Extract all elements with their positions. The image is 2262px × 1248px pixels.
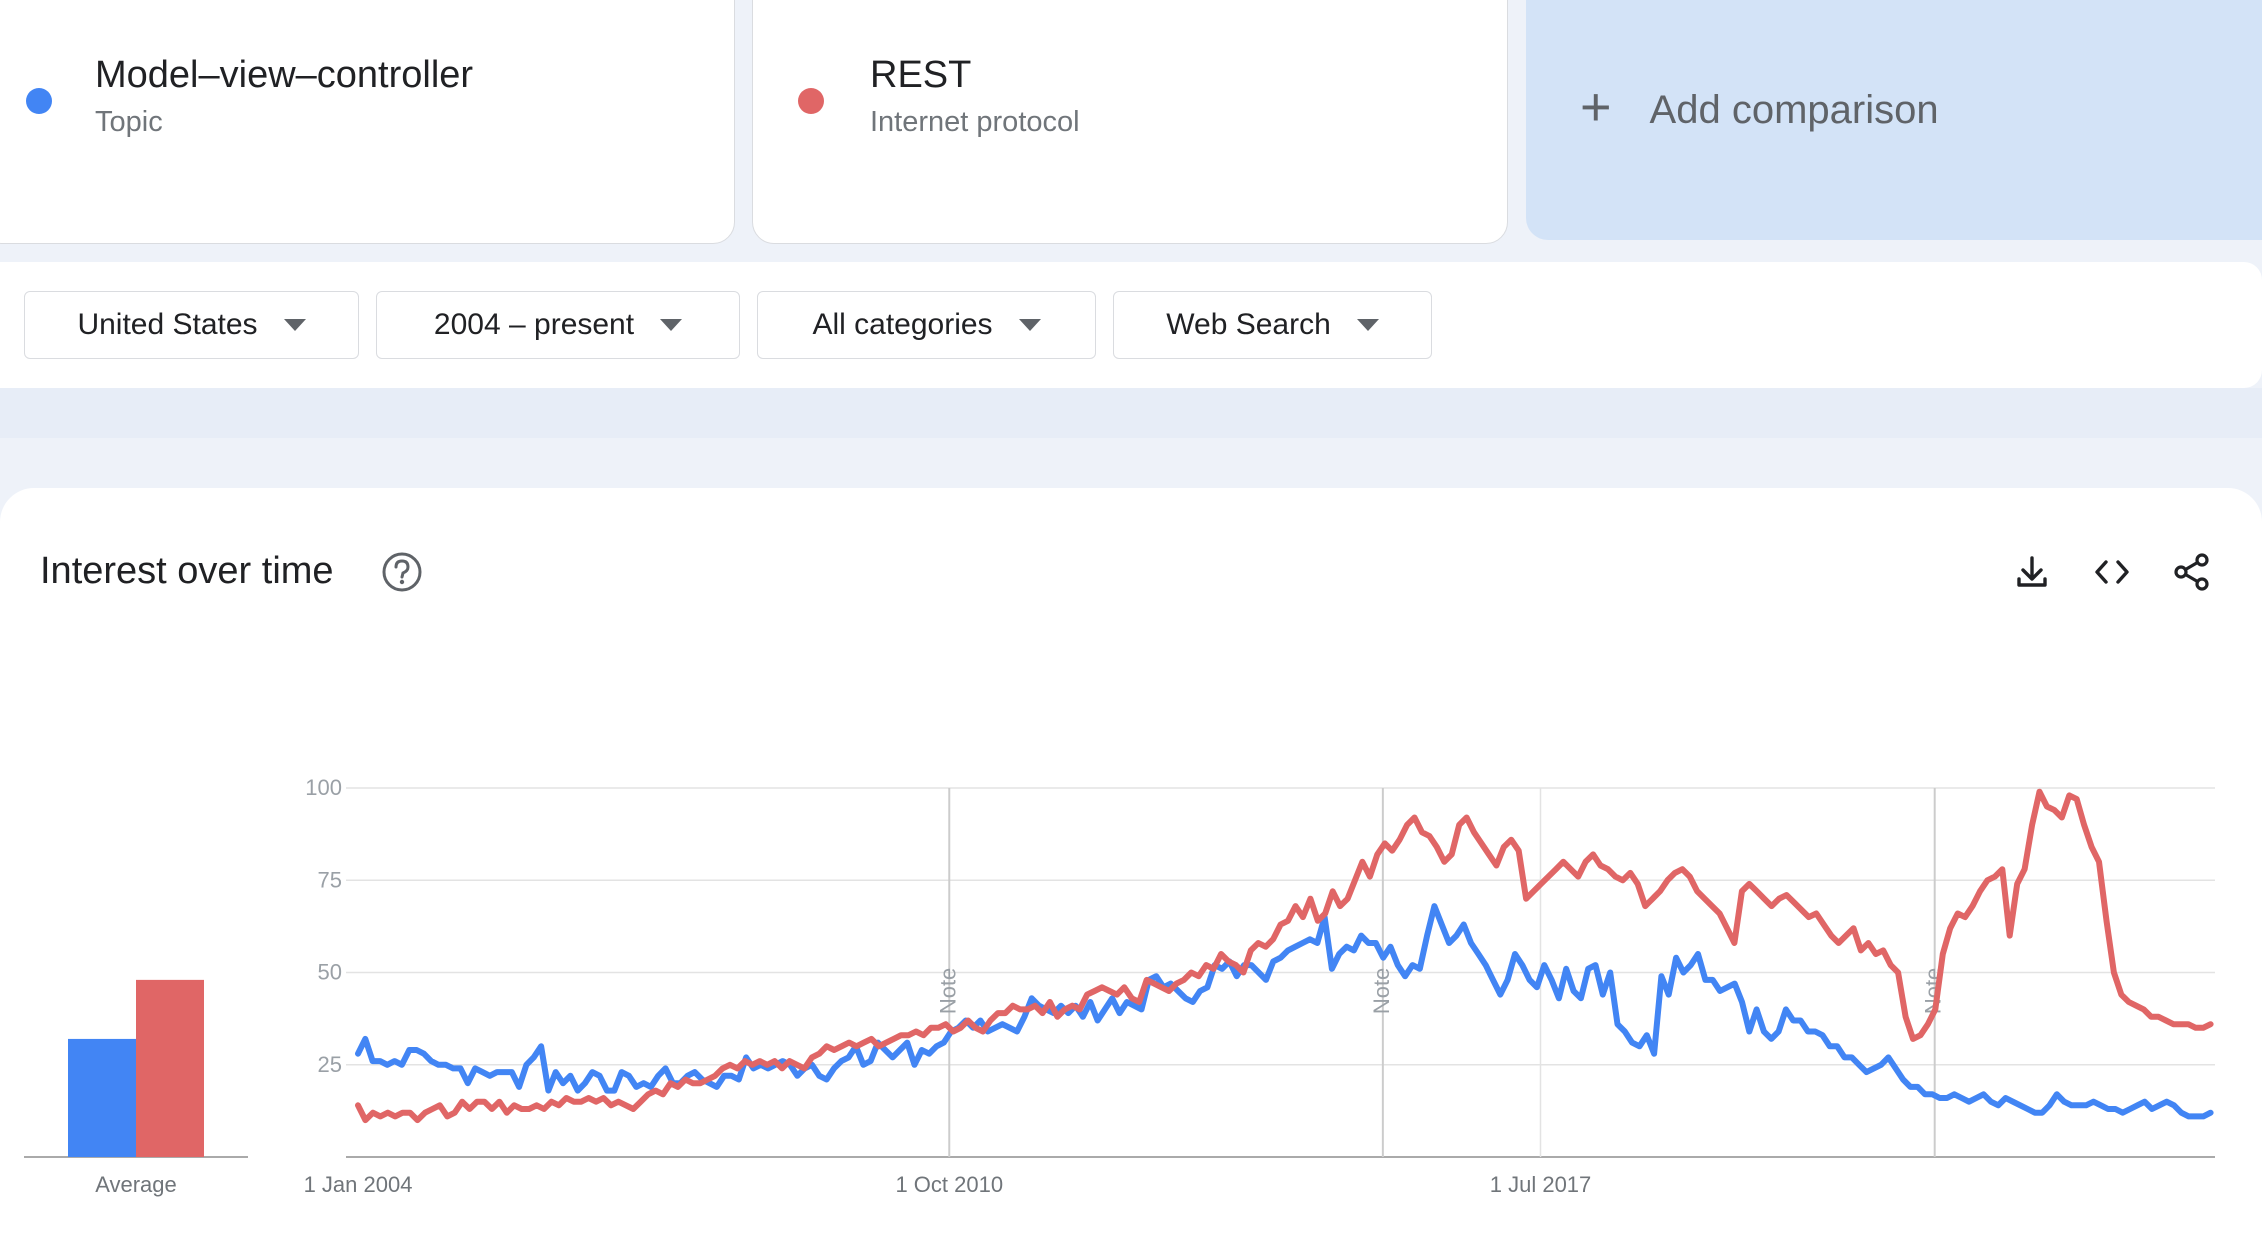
x-tick-label: 1 Oct 2010 (895, 1172, 1003, 1197)
share-icon[interactable] (2170, 550, 2214, 594)
note-label: Note (1369, 968, 1394, 1014)
chart-labels: 25 50 75 100 1 Jan 2004 1 Oct 2010 1 Jul 2017 (304, 775, 1592, 1197)
divider-strip (0, 388, 2262, 438)
help-icon[interactable] (380, 550, 424, 594)
x-tick-label: 1 Jul 2017 (1490, 1172, 1592, 1197)
series-line-1 (355, 903, 2214, 1120)
average-label: Average (95, 1172, 177, 1197)
embed-code-icon[interactable] (2090, 550, 2134, 594)
chart-series (355, 788, 2214, 1124)
note-label: Note (935, 968, 960, 1014)
term-type: Internet protocol (870, 106, 1080, 138)
caret-down-icon (1018, 319, 1041, 331)
average-chart: Average (24, 979, 248, 1197)
term-name: REST (870, 54, 972, 96)
term-card-rest[interactable]: REST Internet protocol (752, 0, 1508, 244)
term-card-model-view-controller[interactable]: Model–view–controller Topic (0, 0, 735, 244)
y-tick-label: 75 (318, 867, 342, 892)
interest-over-time-panel: Interest over time (0, 488, 2262, 1248)
caret-down-icon (660, 319, 683, 331)
add-comparison-label: Add comparison (1649, 87, 1939, 132)
y-tick-label: 50 (318, 960, 342, 985)
average-bar-1 (68, 1038, 136, 1157)
filter-time-range-label: 2004 – present (433, 308, 635, 341)
series-color-dot (26, 88, 52, 114)
download-icon[interactable] (2010, 550, 2054, 594)
average-bar-2 (136, 979, 204, 1157)
x-tick-label: 1 Jan 2004 (304, 1172, 413, 1197)
filter-category[interactable]: All categories (757, 291, 1096, 359)
plus-icon: + (1580, 77, 1612, 137)
term-name: Model–view–controller (95, 54, 474, 96)
series-color-dot (798, 88, 824, 114)
filter-search-type[interactable]: Web Search (1113, 291, 1432, 359)
filter-search-type-label: Web Search (1166, 308, 1331, 341)
y-tick-label: 25 (318, 1052, 342, 1077)
caret-down-icon (283, 319, 306, 331)
panel-title: Interest over time (40, 550, 334, 592)
filter-time-range[interactable]: 2004 – present (376, 291, 740, 359)
caret-down-icon (1356, 319, 1379, 331)
filter-region-label: United States (77, 308, 258, 341)
y-tick-label: 100 (305, 775, 342, 800)
add-comparison-button[interactable]: + Add comparison (1526, 0, 2262, 240)
series-line-2 (355, 788, 2214, 1124)
filter-region[interactable]: United States (24, 291, 359, 359)
term-type: Topic (95, 106, 163, 138)
filter-category-label: All categories (812, 308, 993, 341)
filter-bar: United States 2004 – present All categor… (0, 262, 2262, 388)
